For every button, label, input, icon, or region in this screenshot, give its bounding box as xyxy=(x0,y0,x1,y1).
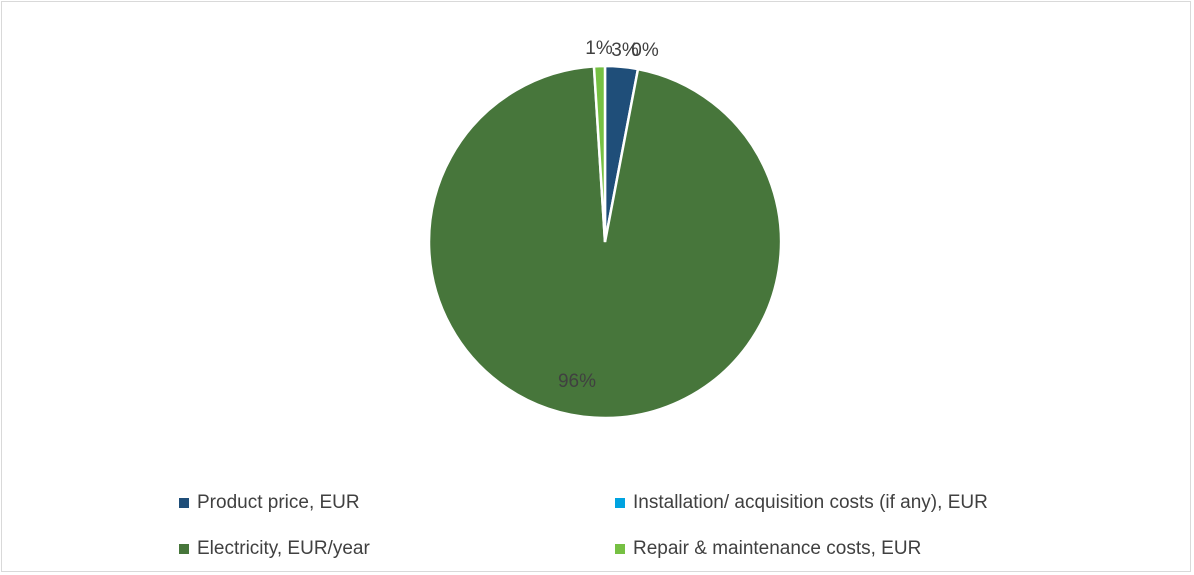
legend-swatch-product-price xyxy=(179,498,189,508)
legend-item-electricity: Electricity, EUR/year xyxy=(179,537,370,561)
legend-swatch-installation xyxy=(615,498,625,508)
pie-slice-repair-maintenance-costs-eur xyxy=(592,64,607,243)
legend-swatch-repair xyxy=(615,544,625,554)
legend-label-installation: Installation/ acquisition costs (if any)… xyxy=(633,492,988,513)
pie-slice-electricity-eur-year xyxy=(427,65,783,420)
legend-item-installation: Installation/ acquisition costs (if any)… xyxy=(615,491,988,515)
data-label-installation-acquisition-costs-if-any-eur: 0% xyxy=(631,40,659,61)
data-label-repair-maintenance-costs-eur: 1% xyxy=(585,38,613,59)
data-label-product-price-eur: 3% xyxy=(611,40,639,61)
data-label-electricity-eur-year: 96% xyxy=(558,371,596,392)
legend-item-product-price: Product price, EUR xyxy=(179,491,360,515)
legend-label-product-price: Product price, EUR xyxy=(197,492,360,513)
legend-label-repair: Repair & maintenance costs, EUR xyxy=(633,538,922,559)
legend-label-electricity: Electricity, EUR/year xyxy=(197,538,370,559)
legend-swatch-electricity xyxy=(179,544,189,554)
legend-item-repair: Repair & maintenance costs, EUR xyxy=(615,537,921,561)
